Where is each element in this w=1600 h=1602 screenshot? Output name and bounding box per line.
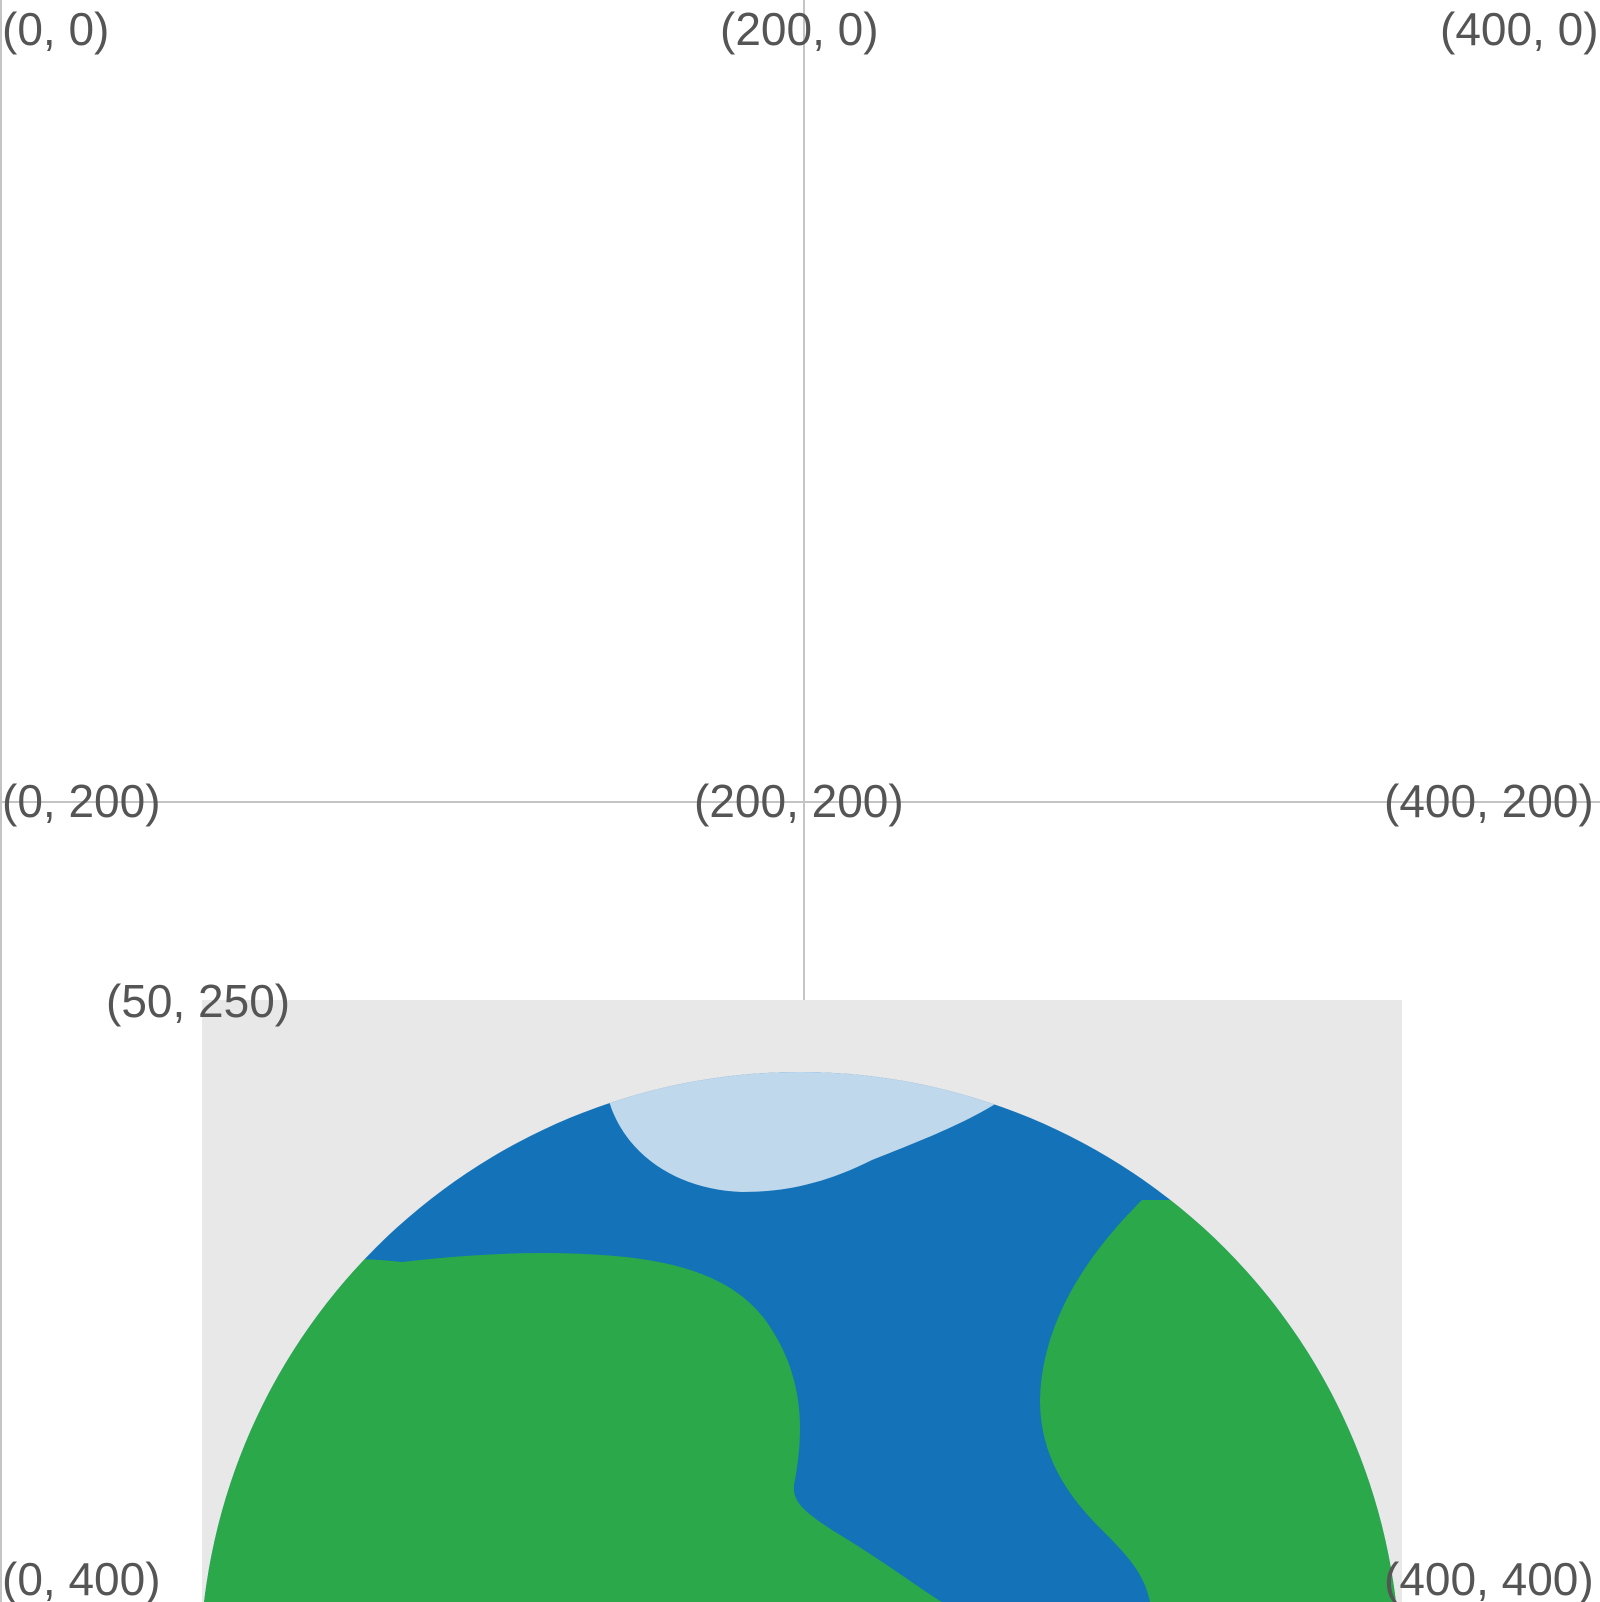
globe bbox=[202, 1072, 1400, 1602]
label-middle-right: (400, 200) bbox=[1384, 775, 1594, 827]
label-center: (200, 200) bbox=[694, 775, 904, 827]
label-image-corner: (50, 250) bbox=[106, 975, 291, 1027]
label-bottom-right: (400, 400) bbox=[1384, 1553, 1594, 1602]
label-top-right: (400, 0) bbox=[1440, 3, 1599, 55]
grid-line-x-200 bbox=[803, 0, 805, 1000]
label-top-middle: (200, 0) bbox=[720, 3, 879, 55]
label-middle-left: (0, 200) bbox=[2, 775, 161, 827]
earth-image bbox=[202, 1000, 1402, 1602]
label-origin: (0, 0) bbox=[2, 3, 110, 55]
grid-line-y-200 bbox=[0, 801, 1600, 803]
continent-left bbox=[202, 1252, 942, 1602]
earth-illustration bbox=[202, 1000, 1402, 1602]
label-bottom-left: (0, 400) bbox=[2, 1553, 161, 1602]
